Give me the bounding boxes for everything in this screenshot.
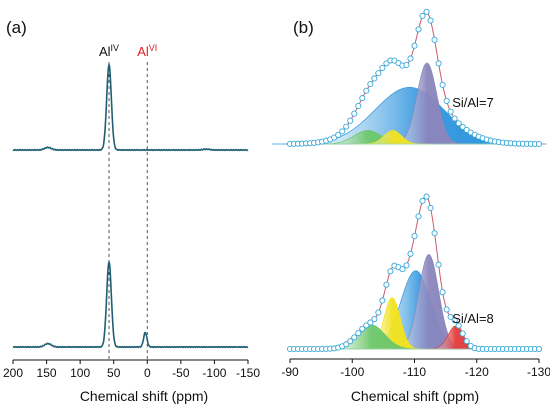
panel-a-tick-label: -150 [236, 366, 260, 380]
data-point [419, 197, 426, 204]
data-point [411, 42, 418, 49]
data-point [443, 97, 450, 104]
data-point [355, 102, 362, 109]
data-point [347, 117, 354, 124]
panel-b-tick-label: -90 [281, 365, 299, 379]
data-point [403, 262, 410, 269]
panel-b-x-axis: -90 -100 -110 -120 -130 [281, 358, 550, 379]
data-point [399, 266, 406, 273]
data-point [379, 64, 386, 72]
data-point [431, 230, 438, 237]
annotation-al-iv: AlIV [99, 43, 119, 59]
data-point [443, 306, 450, 313]
data-point [367, 319, 374, 326]
data-point [423, 193, 430, 200]
data-point [351, 334, 358, 341]
spectrum-label-si-al-8: Si/Al=8 [452, 311, 494, 326]
panel-b-label: (b) [293, 18, 314, 37]
data-point [371, 75, 378, 82]
annotation-al-vi: AlVI [137, 43, 157, 59]
panel-a-x-axis-title: Chemical shift (ppm) [80, 388, 208, 404]
data-point [535, 140, 543, 148]
data-point [415, 26, 422, 33]
data-point [387, 268, 394, 275]
panel-a-spectra [12, 62, 249, 349]
data-point [447, 108, 454, 115]
spectrum-line-1 [12, 260, 249, 349]
data-point [367, 81, 374, 88]
panel-b-tick-label: -110 [403, 365, 426, 379]
data-point [427, 204, 434, 212]
panel-b-x-axis-title: Chemical shift (ppm) [351, 388, 479, 404]
data-point [439, 289, 446, 296]
panel-a-x-axis: 200 150 100 50 0 -50 -100 -150 [3, 359, 260, 380]
data-point [371, 316, 378, 323]
data-point [379, 297, 386, 304]
data-point [375, 309, 382, 316]
data-point [407, 250, 414, 257]
data-point [463, 338, 470, 345]
data-point [383, 60, 390, 67]
data-point [423, 8, 430, 15]
data-point [455, 322, 462, 329]
data-point [427, 17, 434, 24]
data-point [419, 12, 426, 19]
panel-b-tick-label: -120 [465, 365, 489, 379]
panel-a-tick-label: 100 [70, 366, 90, 380]
data-point [339, 128, 346, 135]
panel-a-tick-label: 200 [3, 366, 23, 380]
panel-a-label: (a) [6, 18, 27, 37]
data-point [343, 341, 350, 348]
data-point [455, 120, 462, 127]
spectrum-label-si-al-7: Si/Al=7 [452, 95, 494, 110]
data-point [439, 81, 446, 88]
data-point [375, 70, 382, 77]
panel-a-tick-label: -50 [172, 366, 190, 380]
data-point [351, 110, 358, 117]
panel-a-tick-label: -100 [202, 366, 226, 380]
data-point [447, 313, 454, 320]
data-point [343, 123, 350, 130]
data-point [363, 87, 370, 94]
data-point [451, 115, 458, 122]
data-point [383, 281, 390, 288]
data-point [435, 60, 442, 67]
panel-a-tick-label: 150 [37, 366, 57, 380]
data-point [359, 95, 366, 102]
data-point [407, 55, 414, 62]
data-point [335, 131, 342, 138]
data-point [435, 261, 442, 268]
data-point [535, 345, 543, 353]
data-point [411, 233, 418, 240]
spectrum-group-1 [286, 193, 543, 353]
panel-b-tick-label: -130 [527, 365, 550, 379]
data-point [459, 123, 466, 130]
panel-a-tick-label: 50 [107, 366, 121, 380]
data-point [415, 213, 422, 220]
data-point [403, 61, 410, 68]
data-point [363, 322, 370, 329]
data-point [451, 317, 458, 324]
data-point [347, 338, 354, 345]
spectrum-line-0 [12, 62, 249, 152]
data-point [459, 330, 466, 337]
panel-b-tick-label: -100 [340, 365, 364, 379]
panel-a-guides [108, 62, 148, 360]
data-point [355, 330, 362, 337]
spectrum-group-0 [272, 8, 547, 148]
data-point [359, 325, 366, 332]
data-point [431, 36, 438, 43]
panel-b-spectra [272, 8, 547, 353]
panel-a-tick-label: 0 [144, 366, 151, 380]
